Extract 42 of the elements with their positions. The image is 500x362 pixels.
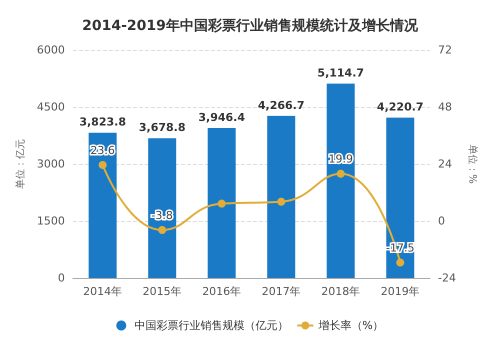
data-label: 19.9 (328, 152, 353, 166)
point (336, 170, 345, 178)
x-tick-label: 2019年 (380, 285, 420, 298)
bar (208, 128, 236, 278)
y-tick-label: 4500 (36, 100, 65, 114)
data-label: 3,823.8 (79, 116, 126, 129)
y2-tick-label: 72 (438, 44, 452, 56)
y-tick-label: 1500 (36, 214, 65, 228)
y2-tick-label: -24 (438, 272, 456, 284)
data-label: -3.8 (151, 209, 173, 222)
y-tick-label: 0 (58, 272, 65, 284)
point (396, 258, 404, 267)
data-label: 3,678.8 (138, 121, 186, 134)
x-tick-label: 2017年 (262, 285, 301, 298)
x-tick-label: 2015年 (142, 285, 182, 298)
data-label: 3,946.4 (198, 111, 246, 124)
legend-label: 中国彩票行业销售规模（亿元） (134, 319, 288, 332)
data-label: 23.6 (90, 144, 115, 157)
bar (267, 116, 296, 278)
x-tick-label: 2014年 (83, 285, 122, 298)
bar (386, 118, 414, 278)
y2-tick-label: 48 (438, 100, 452, 114)
y2-tick-label: 0 (438, 214, 445, 228)
x-tick-label: 2016年 (202, 285, 242, 298)
chart-title: 2014-2019年中国彩票行业销售规模统计及增长情况 (82, 17, 419, 34)
x-tick-label: 2018年 (321, 285, 360, 298)
y2-tick-label: 24 (438, 158, 452, 170)
y-tick-label: 6000 (36, 44, 65, 56)
point (98, 160, 107, 169)
data-label: 4,266.7 (258, 98, 305, 112)
point (158, 226, 166, 234)
y-axis-title: 单位：亿元 (14, 139, 26, 189)
point (277, 198, 286, 206)
point (218, 200, 226, 208)
y-tick-label: 3000 (36, 158, 65, 170)
bar (326, 84, 355, 278)
legend-label: 增长率（%） (317, 319, 384, 332)
bar (88, 132, 117, 278)
data-label: 5,114.7 (317, 66, 364, 80)
data-label: 4,220.7 (376, 100, 424, 114)
y2-axis-title: 单位：% (466, 144, 478, 184)
bar (148, 138, 176, 278)
